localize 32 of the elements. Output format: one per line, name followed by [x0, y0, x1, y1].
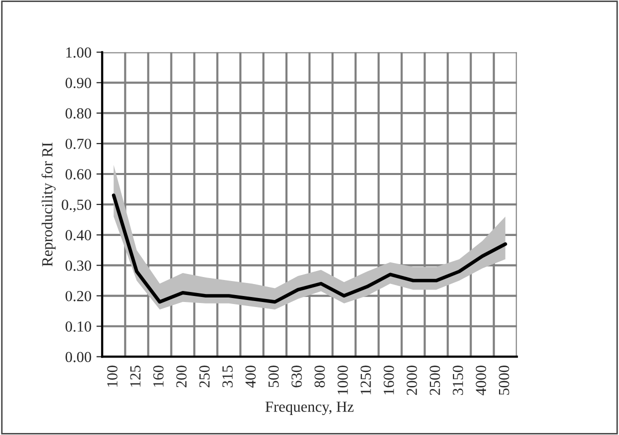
x-tick-label: 250 [199, 366, 210, 388]
x-tick-label: 5000 [498, 366, 510, 395]
x-tick-label: 160 [153, 366, 164, 387]
x-tick-label: 125 [130, 366, 141, 387]
y-tick-label: 0.90 [66, 78, 92, 88]
x-tick-label: 1600 [384, 366, 394, 394]
x-tick-label: 3150 [452, 366, 464, 395]
x-tick-label: 800 [314, 366, 325, 388]
y-tick-label: 0.40 [66, 230, 92, 240]
y-tick-label: 0.80 [66, 108, 92, 119]
x-tick-label: 1000 [338, 366, 348, 394]
y-tick-label: 0.00 [66, 352, 92, 362]
line-series [112, 194, 508, 304]
y-tick-label: 0.70 [66, 138, 92, 150]
x-tick-label: 630 [291, 366, 302, 388]
y-tick-label: 0.20 [66, 290, 92, 302]
y-axis-title: Reproducility for RI [42, 142, 56, 266]
x-tick-label: 2000 [406, 366, 418, 395]
y-tick-label: 0.,50 [62, 200, 92, 212]
y-tick-label: 0.10 [66, 321, 92, 332]
x-tick-label: 1250 [360, 366, 371, 394]
x-tick-label: 4000 [476, 366, 486, 396]
y-tick-label: 0.30 [66, 260, 92, 271]
x-tick-label: 2500 [430, 366, 440, 395]
x-tick-label: 400 [245, 366, 256, 388]
y-tick-label: 0.60 [66, 169, 92, 180]
x-axis-title: Frequency, Hz [265, 402, 354, 415]
x-tick-label: 200 [176, 366, 187, 388]
y-tick-label: 1.00 [66, 47, 92, 58]
x-tick-label: 500 [268, 366, 279, 388]
x-tick-label: 315 [222, 366, 233, 388]
x-tick-label: 100 [107, 366, 118, 387]
